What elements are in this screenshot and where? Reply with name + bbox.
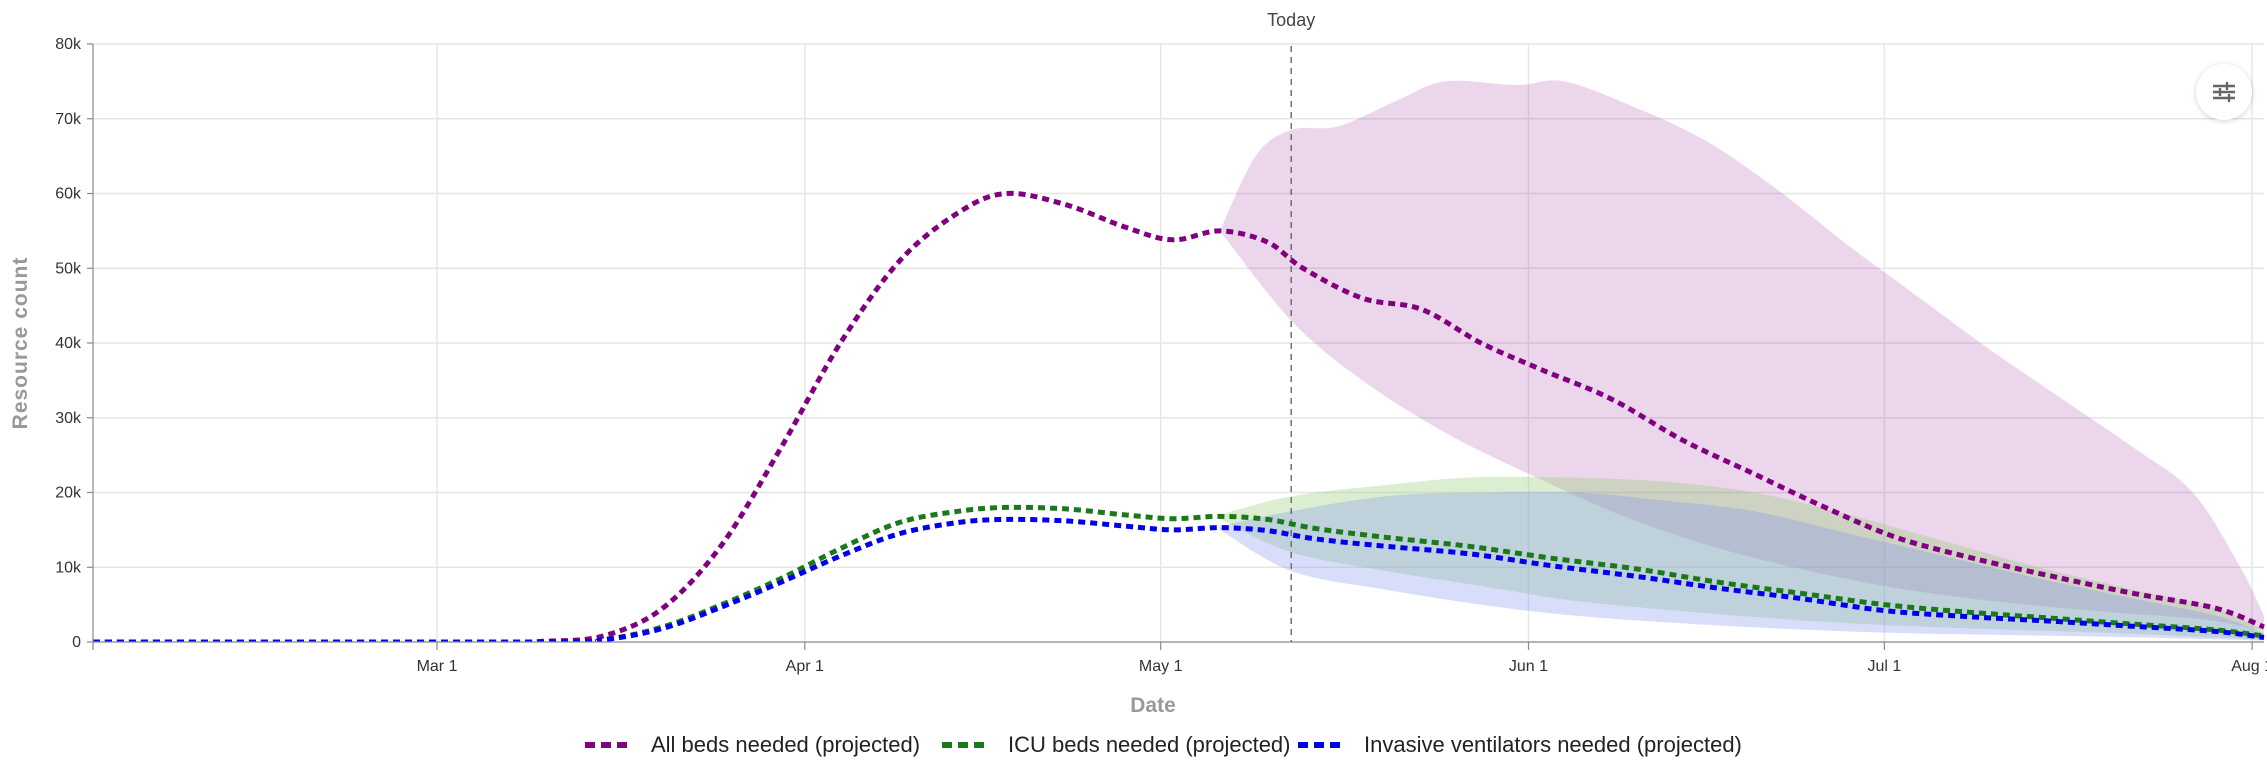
series-line[interactable] — [93, 190, 2265, 642]
legend-item[interactable]: ICU beds needed (projected) — [942, 732, 1291, 757]
y-tick-label: 40k — [55, 335, 82, 352]
y-tick-label: 50k — [55, 260, 82, 277]
y-tick-label: 0 — [72, 634, 81, 651]
y-tick-label: 80k — [55, 36, 82, 53]
y-tick-label: 10k — [55, 559, 82, 576]
x-tick-label: Mar 1 — [417, 658, 458, 675]
y-tick-label: 70k — [55, 111, 82, 128]
uncertainty-bands — [1220, 80, 2264, 641]
x-tick-label: Jun 1 — [1509, 658, 1548, 675]
uncertainty-band — [1220, 476, 2264, 640]
today-label: Today — [1267, 10, 1315, 30]
legend: All beds needed (projected) ICU beds need… — [585, 732, 1742, 757]
x-axis-ticks: Mar 1 Apr 1 May 1 Jun 1 Jul 1 Aug 1 — [92, 642, 2267, 675]
series-lines — [93, 190, 2265, 642]
x-axis-title: Date — [1130, 694, 1176, 717]
y-tick-label: 60k — [55, 186, 82, 203]
legend-item[interactable]: Invasive ventilators needed (projected) — [1298, 732, 1742, 757]
legend-item[interactable]: All beds needed (projected) — [585, 732, 920, 757]
y-tick-label: 20k — [55, 485, 82, 502]
uncertainty-band — [1220, 491, 2264, 641]
uncertainty-band — [1220, 80, 2264, 631]
today-marker: Today — [1267, 10, 1315, 642]
legend-label: All beds needed (projected) — [651, 732, 920, 757]
y-axis-ticks: 0 10k 20k 30k 40k 50k 60k 70k 80k — [55, 36, 93, 651]
legend-label: ICU beds needed (projected) — [1008, 732, 1291, 757]
grid-lines — [93, 43, 2264, 642]
sliders-icon — [2213, 82, 2235, 102]
x-tick-label: Aug 1 — [2231, 658, 2267, 675]
series-line[interactable] — [93, 516, 2265, 642]
y-tick-label: 30k — [55, 410, 82, 427]
x-tick-label: Apr 1 — [786, 658, 824, 675]
legend-label: Invasive ventilators needed (projected) — [1364, 732, 1742, 757]
y-axis-title: Resource count — [9, 257, 32, 430]
x-tick-label: May 1 — [1139, 658, 1183, 675]
chart-settings-button[interactable] — [2196, 64, 2252, 120]
x-tick-label: Jul 1 — [1867, 658, 1901, 675]
